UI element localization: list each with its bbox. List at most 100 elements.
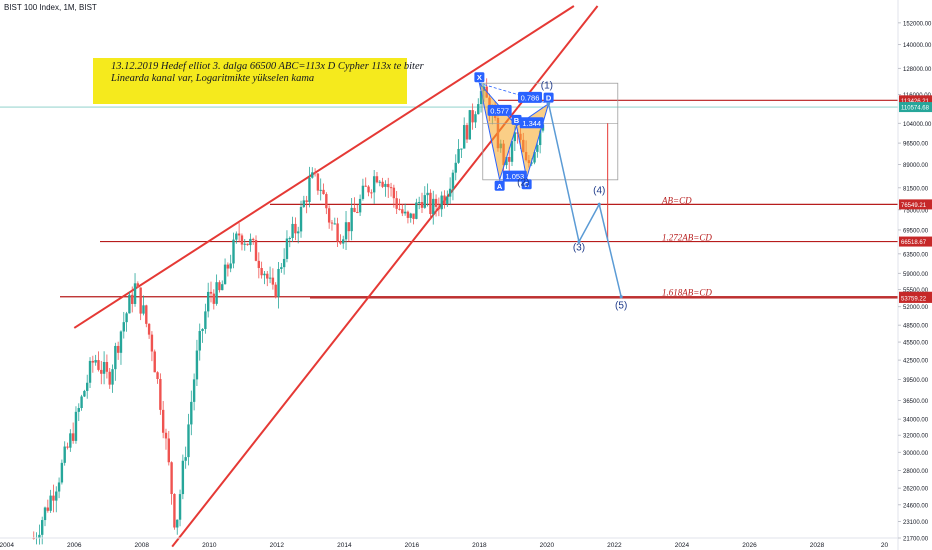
candle-body: [43, 507, 47, 521]
price-tick-label: 28000.00: [903, 469, 929, 475]
candle-body: [145, 305, 148, 324]
candle-body: [187, 424, 190, 458]
candle-body: [533, 151, 536, 163]
candle-body: [294, 223, 297, 234]
candle-body: [333, 223, 336, 225]
candle-body: [356, 211, 359, 213]
price-tick-label: 128000.00: [903, 67, 932, 73]
candle-body: [336, 223, 339, 242]
time-axis[interactable]: 2004 2006 2008 2010 2012 2014 2016 2018 2020 2022…: [0, 537, 898, 549]
candle-body: [474, 114, 477, 123]
time-tick-label: 2018: [472, 542, 487, 549]
candle-body: [147, 323, 151, 335]
wave-label: (3): [573, 243, 585, 254]
candle-body: [46, 507, 50, 511]
candle-body: [282, 258, 286, 268]
candle-body: [288, 238, 291, 240]
candle-body: [268, 277, 272, 279]
candle-body: [426, 192, 429, 196]
candle-body: [364, 185, 367, 187]
harmonic-point-box: [543, 92, 554, 103]
candle-body: [192, 379, 196, 402]
time-tick-label: 2026: [742, 542, 757, 549]
candle-body: [52, 495, 55, 501]
harmonic-point-c: C: [521, 179, 532, 190]
level-label: 1.618AB=CD: [662, 288, 712, 298]
harmonic-ratio-box: [502, 170, 527, 182]
price-tick-label: 23100.00: [903, 520, 929, 526]
candle-body: [344, 222, 348, 240]
candle-body: [71, 433, 75, 441]
projection-node: [597, 202, 601, 206]
candle-body: [479, 91, 483, 105]
time-tick-label: 20: [881, 542, 889, 549]
candle-body: [198, 331, 201, 351]
price-tick-label: 140000.00: [903, 43, 932, 49]
harmonic-pattern[interactable]: X A B C D 0.786 0.577 1.344 1.053: [474, 72, 619, 191]
price-level-tag-label: 76549.21: [901, 203, 927, 209]
candle-body: [108, 371, 111, 385]
candle-body: [263, 273, 266, 276]
candle-body: [454, 162, 457, 173]
price-tick-label: 26200.00: [903, 487, 929, 493]
candle-body: [434, 198, 438, 207]
candle-body: [235, 233, 238, 240]
candle-body: [457, 148, 460, 163]
price-tick-label: 152000.00: [903, 21, 932, 27]
harmonic-point-label: X: [477, 73, 482, 82]
candle-body: [285, 238, 289, 259]
price-tick-label: 24600.00: [903, 503, 929, 509]
price-level-tag-label: 113426.21: [901, 99, 930, 105]
candle-body: [322, 189, 325, 195]
candle-body: [395, 198, 398, 209]
time-tick-label: 2008: [135, 542, 150, 549]
price-axis[interactable]: 152000.00140000.00128000.00116000.001040…: [897, 0, 932, 550]
price-tick-label: 75000.00: [903, 208, 929, 214]
candle-body: [257, 260, 261, 269]
candle-body: [432, 198, 435, 215]
candle-body: [178, 494, 182, 520]
harmonic-ratio-label: 1.344: [522, 119, 541, 128]
candle-body: [384, 183, 387, 187]
candle-body: [440, 195, 443, 210]
candle-body: [159, 378, 162, 410]
candle-body: [119, 331, 123, 353]
note-line-1: 13.12.2019 Hedef elliot 3. dalga 66500 A…: [111, 61, 424, 72]
harmonic-point-box: [474, 72, 485, 83]
candle-body: [375, 176, 379, 183]
candle-body: [409, 213, 412, 218]
candle-body: [308, 177, 311, 203]
candle-body: [55, 491, 58, 501]
candle-body: [91, 360, 95, 363]
candle-body: [415, 202, 418, 219]
candle-body: [100, 369, 103, 374]
time-tick-label: 2016: [405, 542, 420, 549]
candle-body: [339, 241, 342, 244]
candle-body: [97, 360, 100, 370]
candle-body: [465, 125, 469, 140]
candle-body: [181, 460, 185, 495]
candle-body: [378, 181, 381, 183]
annotation-note[interactable]: 13.12.2019 Hedef elliot 3. dalga 66500 A…: [93, 58, 424, 104]
candle-body: [510, 141, 514, 162]
candle-body: [122, 322, 125, 332]
candle-body: [372, 176, 376, 193]
candle-body: [170, 462, 173, 495]
price-level-tag: 113426.21: [899, 95, 932, 106]
candle-body: [184, 457, 187, 461]
candle-body: [260, 268, 263, 276]
candle-body: [367, 186, 370, 193]
candle-body: [536, 145, 539, 152]
candle-body: [237, 233, 241, 236]
candle-body: [437, 206, 441, 210]
candle-body: [429, 192, 432, 215]
price-level-tag-bg: [899, 236, 932, 247]
candle-body: [271, 277, 275, 285]
candle-body: [477, 104, 480, 115]
candle-body: [468, 110, 472, 140]
candle-body: [133, 283, 137, 304]
candle-body: [403, 211, 407, 214]
harmonic-xab-triangle: [478, 81, 518, 182]
price-tick-label: 21700.00: [903, 537, 929, 543]
